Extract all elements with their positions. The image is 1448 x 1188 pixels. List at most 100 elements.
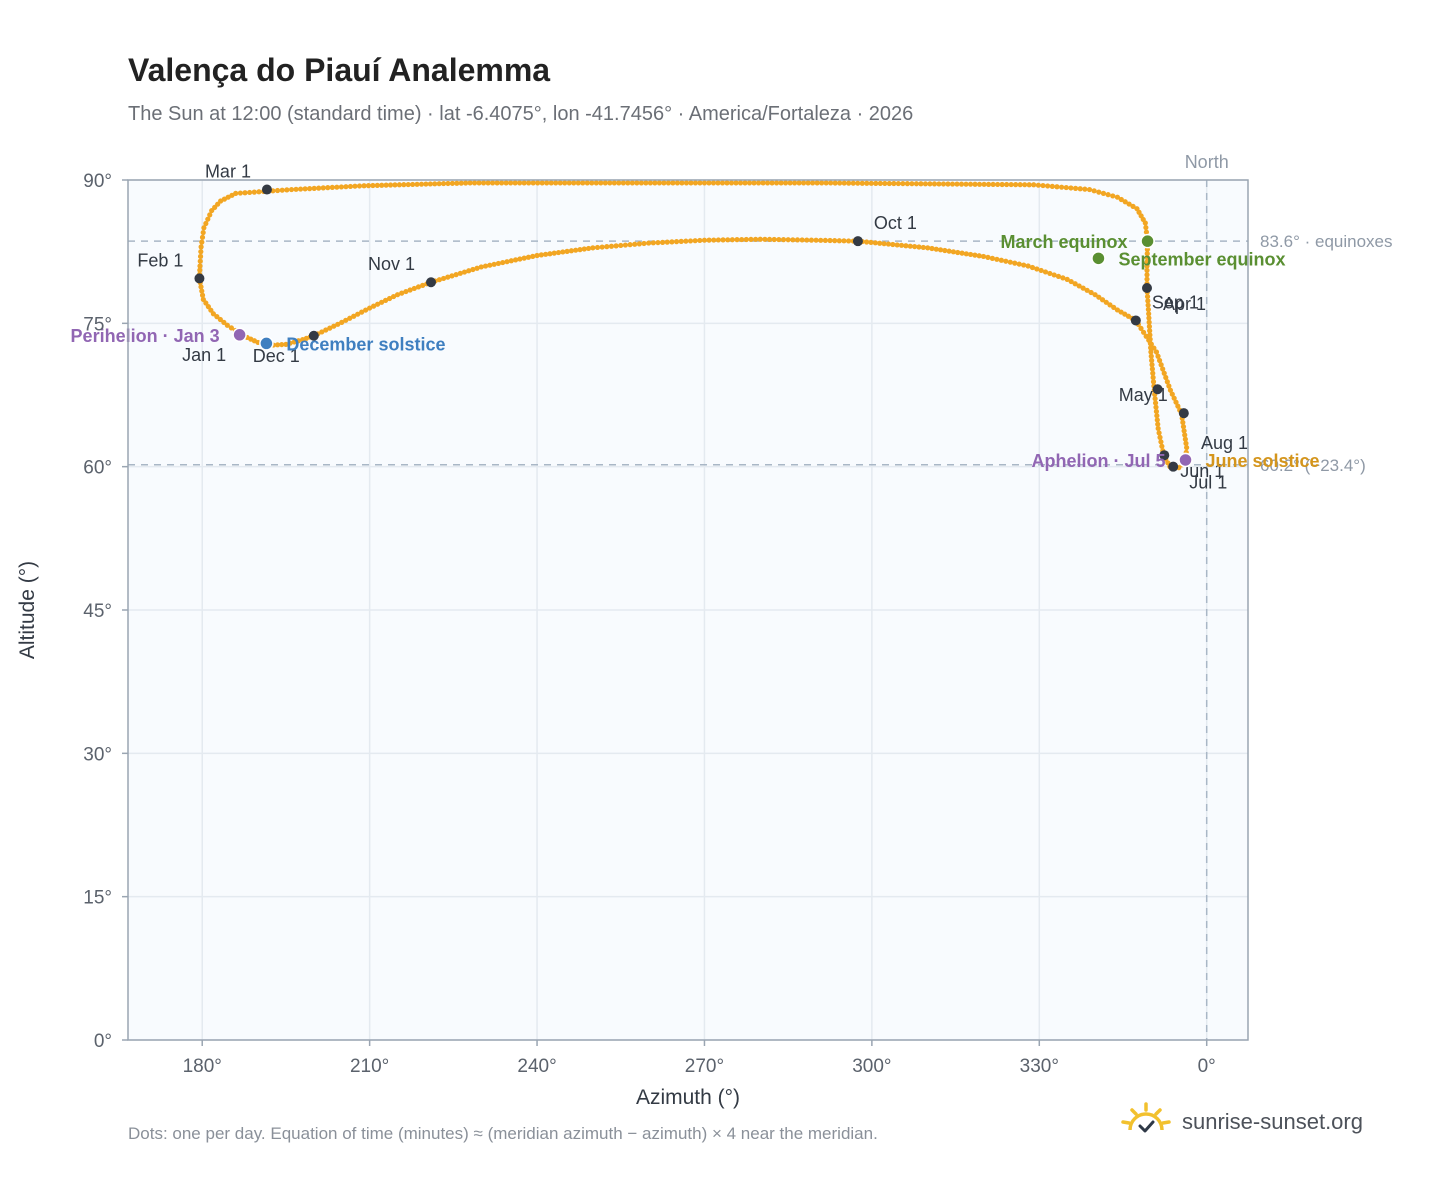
day-dot (643, 180, 649, 186)
day-dot (316, 185, 322, 191)
day-dot (327, 325, 333, 331)
day-dot (613, 243, 619, 249)
day-dot (1147, 328, 1153, 334)
day-dot (737, 180, 744, 186)
day-dot (748, 236, 754, 243)
day-dot (370, 182, 376, 189)
day-dot (436, 277, 442, 283)
day-dot (1144, 255, 1150, 261)
x-tick-label: 330° (1020, 1056, 1059, 1077)
north-label: North (1185, 152, 1229, 172)
x-axis-label: Azimuth (°) (636, 1086, 740, 1109)
day-dot (1180, 424, 1187, 430)
day-dot (482, 263, 489, 269)
day-dot (1021, 262, 1027, 268)
day-dot (998, 257, 1004, 263)
day-dot (780, 237, 787, 243)
day-dot (387, 182, 394, 188)
day-dot (877, 180, 883, 186)
day-dot (1051, 272, 1057, 278)
day-dot (547, 251, 553, 257)
day-dot (359, 309, 365, 315)
day-dot (1144, 276, 1150, 282)
day-dot (1182, 432, 1188, 438)
day-dot (1150, 379, 1157, 385)
event-marker (1140, 233, 1155, 249)
day-dot (575, 180, 581, 186)
month-label: Aug 1 (1201, 433, 1248, 453)
day-dot (295, 338, 302, 344)
day-dot (616, 180, 622, 186)
day-dot (471, 180, 478, 186)
day-dot (1144, 293, 1151, 300)
day-dot (199, 239, 205, 245)
month-marker (1178, 408, 1189, 419)
day-dot (427, 181, 433, 187)
day-dot (1181, 428, 1187, 434)
day-dot (627, 242, 633, 248)
brand[interactable]: sunrise-sunset.org (1120, 1102, 1363, 1141)
day-dot (503, 180, 509, 186)
month-marker (1141, 282, 1152, 293)
day-dot (197, 263, 203, 269)
day-dot (868, 180, 874, 186)
day-dot (274, 187, 281, 194)
day-dot (925, 245, 931, 251)
day-dot (669, 239, 675, 245)
day-dot (1096, 294, 1102, 300)
day-dot (390, 293, 397, 300)
day-dot (1155, 421, 1161, 427)
day-dot (1111, 304, 1117, 311)
day-dot (476, 180, 482, 186)
day-dot (674, 180, 681, 186)
day-dot (904, 181, 910, 187)
day-dot (237, 190, 243, 196)
day-dot (325, 185, 331, 191)
day-dot (715, 237, 722, 243)
day-dot (813, 237, 819, 243)
day-dot (746, 180, 753, 186)
day-dot (526, 180, 532, 186)
month-marker (1130, 315, 1141, 326)
day-dot (864, 180, 870, 186)
day-dot (1054, 184, 1060, 190)
day-dot (491, 261, 497, 267)
month-marker (308, 330, 319, 341)
day-dot (210, 311, 216, 317)
day-dot (898, 242, 905, 248)
day-dot (199, 288, 205, 294)
day-dot (319, 329, 325, 335)
day-dot (1163, 374, 1169, 381)
day-dot (399, 290, 405, 296)
day-dot (466, 268, 472, 274)
day-dot (203, 220, 209, 227)
day-dot (1055, 273, 1062, 280)
day-dot (251, 189, 257, 195)
day-dot (611, 180, 617, 186)
day-dot (1063, 184, 1069, 191)
day-dot (1149, 357, 1155, 364)
day-dot (1145, 306, 1151, 313)
event-label: March equinox (1001, 232, 1128, 252)
day-dot (1084, 287, 1090, 293)
day-dot (199, 234, 206, 240)
day-dot (706, 180, 712, 186)
day-dot (931, 181, 938, 187)
day-dot (900, 180, 906, 187)
day-dot (512, 180, 518, 186)
day-dot (701, 237, 708, 243)
day-dot (1144, 250, 1150, 257)
day-dot (568, 248, 574, 254)
day-dot (1175, 403, 1181, 409)
brand-name: sunrise-sunset.org (1182, 1108, 1363, 1134)
day-dot (1180, 419, 1186, 426)
day-dot (490, 180, 496, 186)
day-dot (508, 258, 514, 264)
day-dot (403, 288, 409, 295)
day-dot (530, 180, 536, 186)
y-tick-label: 15° (83, 888, 112, 909)
day-dot (1146, 319, 1152, 325)
day-dot (733, 180, 739, 186)
day-dot (352, 183, 358, 189)
day-dot (209, 207, 215, 214)
